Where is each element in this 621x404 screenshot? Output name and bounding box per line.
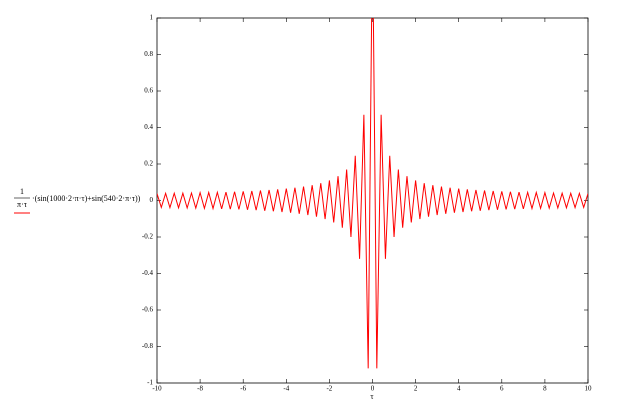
- y-tick-label: -0.6: [142, 306, 154, 314]
- x-tick-label: -4: [283, 385, 289, 393]
- x-tick-label: -8: [197, 385, 203, 393]
- ylabel-numerator: 1: [20, 187, 24, 196]
- y-tick-label: 1: [150, 14, 154, 22]
- x-tick-label: 6: [500, 385, 504, 393]
- x-tick-label: -10: [152, 385, 162, 393]
- data-line: [157, 18, 588, 369]
- x-tick-label: 0: [371, 385, 375, 393]
- x-tick-label: 8: [543, 385, 547, 393]
- y-tick-label: -0.8: [142, 342, 154, 350]
- x-tick-label: -2: [326, 385, 332, 393]
- x-tick-label: -6: [240, 385, 246, 393]
- y-tick-label: -1: [147, 379, 153, 387]
- y-tick-label: 0.4: [144, 123, 153, 131]
- y-tick-label: 0.2: [144, 160, 153, 168]
- ylabel-denominator: π·τ: [17, 200, 28, 209]
- y-tick-label: 0: [150, 196, 154, 204]
- x-axis-label: τ: [370, 392, 374, 401]
- x-tick-label: 2: [414, 385, 418, 393]
- y-tick-label: 0.8: [144, 50, 153, 58]
- x-tick-label: 10: [585, 385, 593, 393]
- y-tick-label: -0.2: [142, 233, 154, 241]
- y-tick-label: -0.4: [142, 269, 154, 277]
- ylabel-expression: ·(sin(1000·2·π·τ)+sin(540·2·π·τ)): [32, 194, 141, 203]
- y-tick-label: 0.6: [144, 87, 153, 95]
- plot-frame: [156, 17, 589, 384]
- x-tick-label: 4: [457, 385, 461, 393]
